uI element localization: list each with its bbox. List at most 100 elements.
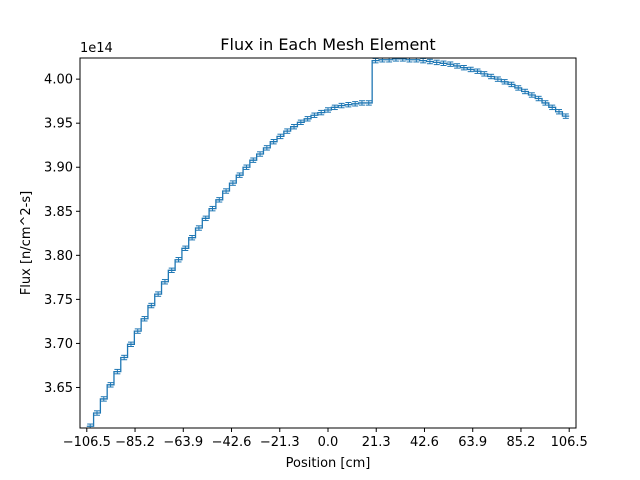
plot-layer <box>86 58 570 428</box>
x-tick-label: −85.2 <box>115 435 155 450</box>
x-tick-label: 21.3 <box>362 435 391 450</box>
error-bar <box>556 109 563 115</box>
y-tick-label: 4.00 <box>44 73 73 88</box>
y-axis-multiplier: 1e14 <box>80 41 113 56</box>
x-tick: 106.5 <box>551 428 588 450</box>
error-bar <box>134 328 141 334</box>
error-bar <box>542 100 549 106</box>
error-bar <box>467 66 474 73</box>
x-tick-label: −21.3 <box>260 435 300 450</box>
error-bar <box>223 188 230 194</box>
y-tick: 3.70 <box>44 337 80 352</box>
error-bar <box>488 73 495 80</box>
error-bar <box>107 382 114 388</box>
error-bar <box>121 354 128 361</box>
error-bar <box>148 302 155 309</box>
y-tick-label: 3.85 <box>44 205 73 220</box>
error-bar <box>447 61 454 67</box>
y-tick: 4.00 <box>44 73 80 88</box>
chart-title: Flux in Each Mesh Element <box>220 35 435 54</box>
x-tick-label: 0.0 <box>318 435 339 450</box>
x-tick: 63.9 <box>458 428 487 450</box>
x-tick: 0.0 <box>318 428 339 450</box>
error-bar <box>549 104 556 111</box>
error-bar <box>426 58 433 65</box>
x-tick: 85.2 <box>506 428 535 450</box>
y-tick-label: 3.70 <box>44 337 73 352</box>
error-bar <box>325 107 331 113</box>
error-bar <box>209 205 216 212</box>
error-bar <box>399 58 406 62</box>
error-bar <box>236 172 243 178</box>
error-bar <box>216 197 223 203</box>
error-bar <box>284 128 291 134</box>
y-tick-label: 3.80 <box>44 249 73 264</box>
x-tick-label: −63.9 <box>163 435 203 450</box>
y-tick-label: 3.90 <box>44 161 73 176</box>
error-bar <box>311 112 318 118</box>
error-bar <box>345 101 352 108</box>
error-bar <box>331 104 338 111</box>
error-bar <box>433 59 440 66</box>
error-bar <box>161 279 168 285</box>
error-bar <box>358 100 365 106</box>
error-bar <box>155 291 162 297</box>
error-bar <box>392 58 399 62</box>
error-bar <box>114 368 121 375</box>
error-bar <box>189 235 196 241</box>
error-bar <box>100 396 107 402</box>
error-bar <box>168 267 175 274</box>
x-tick: −85.2 <box>115 428 155 450</box>
x-tick: −42.6 <box>212 428 252 450</box>
error-bar <box>440 60 447 66</box>
error-bar <box>522 88 529 95</box>
x-tick-label: 106.5 <box>551 435 588 450</box>
x-tick: 21.3 <box>362 428 391 450</box>
error-bar <box>562 113 569 119</box>
y-tick: 3.75 <box>44 293 80 308</box>
error-bar <box>127 341 134 348</box>
error-bar <box>352 101 359 107</box>
error-bar <box>474 68 481 74</box>
y-tick: 3.90 <box>44 161 80 176</box>
error-bar <box>515 85 522 91</box>
error-bar <box>263 145 270 151</box>
error-bar <box>243 164 250 170</box>
error-bar <box>291 124 298 130</box>
error-bar <box>277 133 284 140</box>
y-tick: 3.80 <box>44 249 80 264</box>
x-axis-ticks: −106.5 −85.2 −63.9 −42.6 −21.3 0.0 21.3 42.6 63.… <box>63 428 588 450</box>
x-tick-label: 42.6 <box>410 435 439 450</box>
y-tick-label: 3.75 <box>44 293 73 308</box>
error-bar <box>318 109 325 116</box>
error-bar <box>297 119 304 126</box>
y-tick: 3.95 <box>44 117 80 132</box>
error-bar <box>93 410 100 416</box>
x-tick: −106.5 <box>63 428 111 450</box>
error-bar <box>270 138 277 145</box>
x-axis-label: Position [cm] <box>286 456 371 471</box>
x-tick-label: −42.6 <box>212 435 252 450</box>
error-bar <box>481 71 488 77</box>
x-tick-label: 63.9 <box>458 435 487 450</box>
y-tick-label: 3.65 <box>44 381 73 396</box>
y-tick-label: 3.95 <box>44 117 73 132</box>
y-axis-label: Flux [n/cm^2-s] <box>19 191 34 295</box>
x-tick: −63.9 <box>163 428 203 450</box>
error-bar <box>501 79 508 85</box>
x-tick: 42.6 <box>410 428 439 450</box>
y-tick: 3.85 <box>44 205 80 220</box>
error-bar <box>528 92 535 98</box>
x-tick: −21.3 <box>260 428 300 450</box>
error-bar <box>460 64 467 71</box>
error-bar <box>494 76 501 82</box>
x-tick-label: 85.2 <box>506 435 535 450</box>
error-bar <box>257 151 264 157</box>
y-tick: 3.65 <box>44 381 80 396</box>
error-bar <box>175 257 182 263</box>
error-bar <box>182 245 189 251</box>
error-bar <box>141 316 148 322</box>
error-bar <box>229 180 236 186</box>
